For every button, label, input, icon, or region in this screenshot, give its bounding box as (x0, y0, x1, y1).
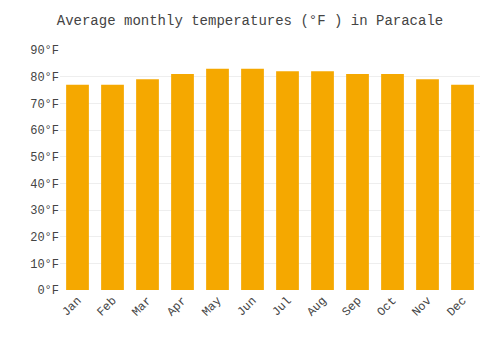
svg-text:Average monthly temperatures (: Average monthly temperatures (°F ) in Pa… (57, 13, 443, 29)
svg-text:Apr: Apr (164, 294, 189, 319)
svg-text:Aug: Aug (304, 294, 329, 319)
svg-text:Sep: Sep (339, 294, 364, 319)
svg-text:10°F: 10°F (30, 258, 59, 272)
svg-text:0°F: 0°F (37, 284, 59, 298)
svg-text:Jan: Jan (59, 294, 84, 319)
svg-text:20°F: 20°F (30, 231, 59, 245)
svg-text:Feb: Feb (94, 294, 119, 319)
svg-text:30°F: 30°F (30, 204, 59, 218)
svg-text:70°F: 70°F (30, 98, 59, 112)
svg-text:May: May (199, 294, 224, 319)
svg-text:Jul: Jul (269, 294, 294, 319)
svg-text:80°F: 80°F (30, 71, 59, 85)
svg-text:Dec: Dec (444, 294, 469, 319)
svg-text:Nov: Nov (409, 294, 434, 319)
svg-text:90°F: 90°F (30, 44, 59, 58)
svg-text:Mar: Mar (129, 294, 154, 319)
svg-text:60°F: 60°F (30, 124, 59, 138)
svg-text:Oct: Oct (374, 294, 399, 319)
svg-text:50°F: 50°F (30, 151, 59, 165)
svg-text:40°F: 40°F (30, 178, 59, 192)
svg-text:Jun: Jun (234, 294, 259, 319)
